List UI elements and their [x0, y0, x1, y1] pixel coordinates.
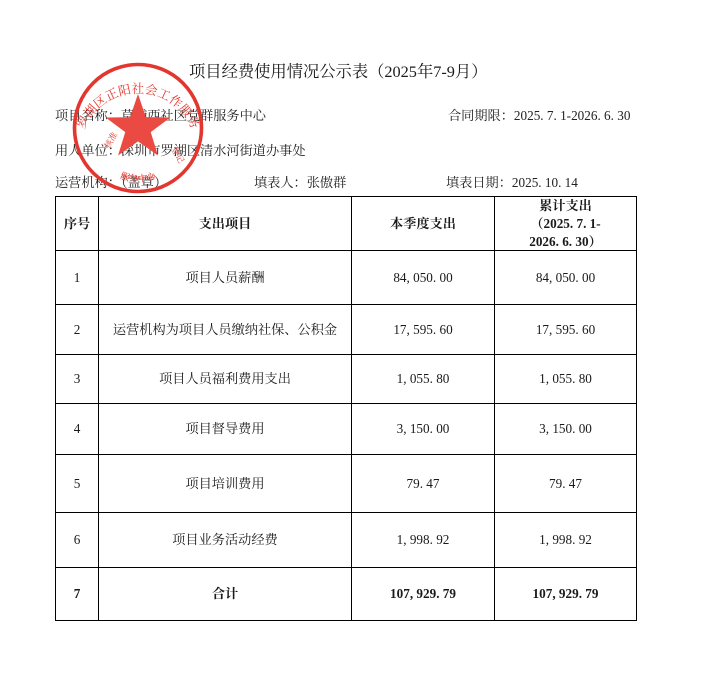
svg-text:登记: 登记 [168, 145, 187, 166]
svg-text:核准: 核准 [101, 129, 120, 150]
